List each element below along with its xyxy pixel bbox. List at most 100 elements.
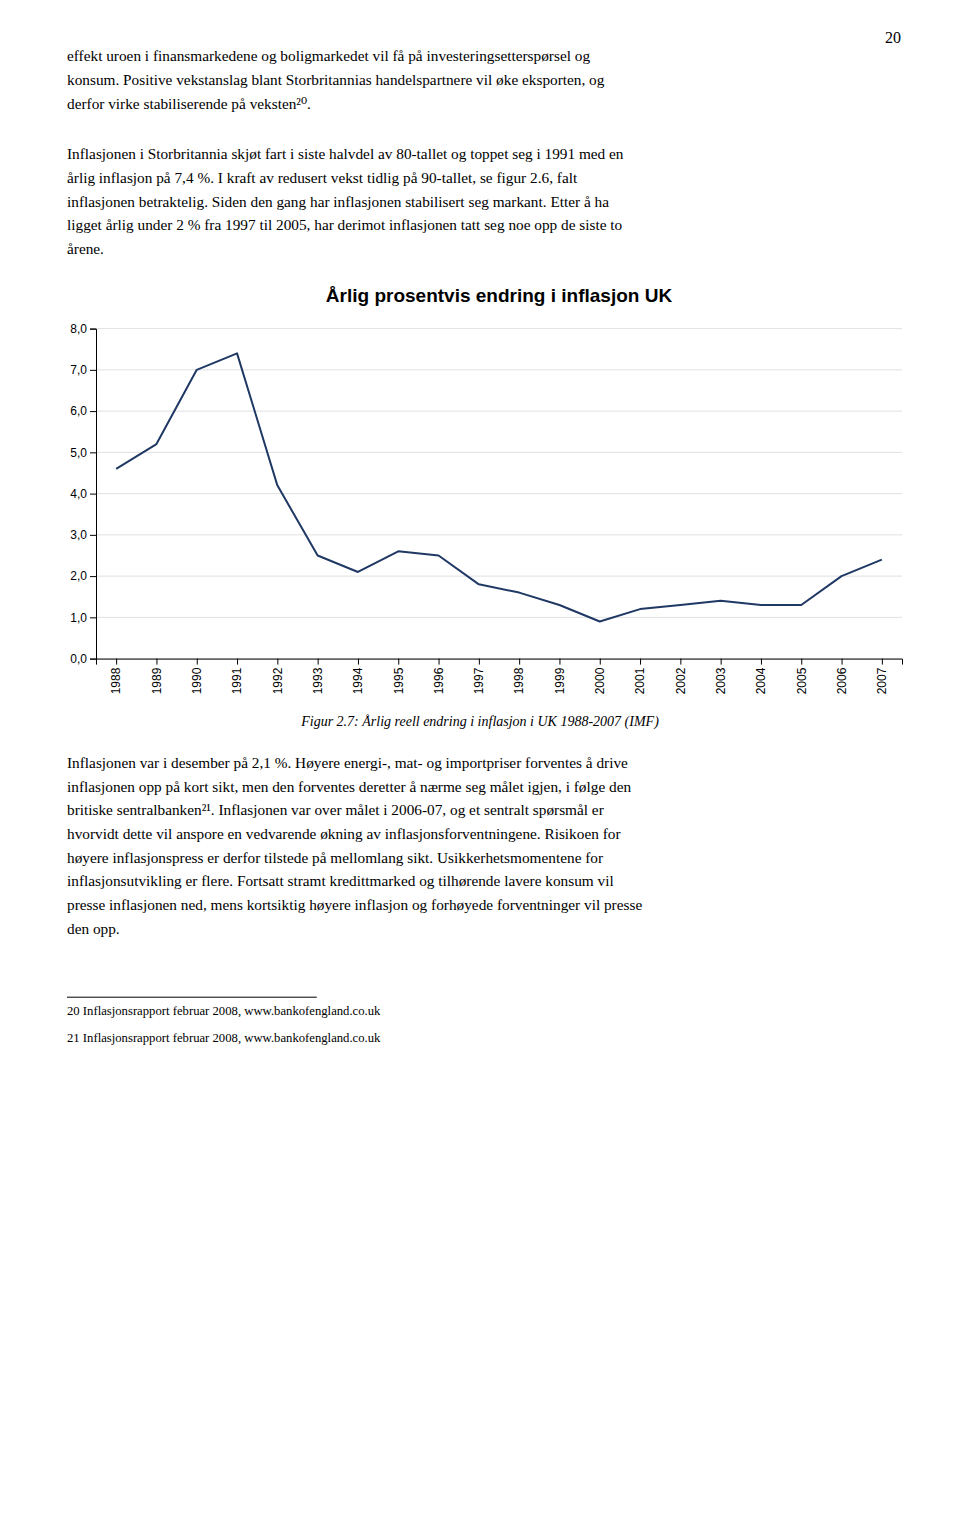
paragraph-line: konsum. Positive vekstanslag blant Storb…: [67, 71, 605, 88]
page: 20 effekt uroen i finansmarkedene og boli…: [0, 0, 960, 1527]
tick-mark: [90, 452, 96, 453]
grid-line: [96, 534, 902, 535]
x-tick: 2003: [714, 659, 728, 695]
paragraph-line: Inflasjonen var i desember på 2,1 %. Høy…: [67, 754, 628, 771]
paragraph-line: årene.: [67, 240, 104, 257]
tick-mark: [90, 370, 96, 371]
tick-label: 0,0: [70, 652, 87, 666]
tick-label: 1991: [230, 667, 244, 694]
grid-line: [96, 493, 902, 494]
x-tick: 1992: [271, 659, 285, 695]
grid-line: [96, 411, 902, 412]
tick-mark: [90, 329, 96, 330]
x-tick: 1995: [392, 659, 406, 695]
x-tick: 2000: [593, 659, 607, 695]
grid: [96, 329, 902, 659]
tick-mark: [156, 659, 157, 665]
tick-mark: [882, 659, 883, 665]
footnote: 20 Inflasjonsrapport februar 2008, www.b…: [67, 1004, 381, 1018]
tick-mark: [116, 659, 117, 665]
y-tick: 1,0: [70, 611, 96, 625]
tick-label: 2000: [593, 667, 607, 694]
tick-mark: [90, 535, 96, 536]
tick-mark: [318, 659, 319, 665]
y-tick: 6,0: [70, 404, 96, 418]
grid-line: [96, 452, 902, 453]
tick-label: 1999: [553, 667, 567, 694]
tick-label: 2006: [835, 667, 849, 694]
tick-mark: [479, 659, 480, 665]
y-tick: 2,0: [70, 569, 96, 583]
paragraph-line: hvorvidt dette vil anspore en vedvarende…: [67, 825, 621, 842]
tick-mark: [842, 659, 843, 665]
tick-mark: [600, 659, 601, 665]
y-axis: 0,0 1,0 2,0 3,0 4,0 5,0 6,0 7,0 8,0: [70, 322, 96, 666]
y-tick: 5,0: [70, 446, 96, 460]
x-tick: 2005: [795, 659, 809, 695]
x-axis: 1988 1989 1990 1991 1992 1993 1994 1995 1996 1997…: [97, 659, 903, 695]
tick-mark: [801, 659, 802, 665]
tick-label: 5,0: [70, 446, 87, 460]
tick-label: 2001: [633, 667, 647, 694]
paragraph-line: inflasjonen betraktelig. Siden den gang …: [67, 193, 609, 210]
paragraph-line: inflasjonsutvikling er flere. Fortsatt s…: [67, 872, 614, 889]
y-tick: 7,0: [70, 363, 96, 377]
x-tick: 1988: [109, 659, 123, 695]
footnote: 21 Inflasjonsrapport februar 2008, www.b…: [67, 1031, 381, 1045]
tick-mark: [90, 576, 96, 577]
tick-label: 1996: [432, 667, 446, 694]
tick-mark: [439, 659, 440, 665]
tick-label: 1995: [392, 667, 406, 694]
tick-label: 1997: [472, 667, 486, 694]
tick-label: 3,0: [70, 528, 87, 542]
tick-label: 1992: [271, 667, 285, 694]
tick-mark: [90, 494, 96, 495]
paragraph-line: presse inflasjonen ned, mens kortsiktig …: [67, 896, 642, 913]
tick-label: 1,0: [70, 611, 87, 625]
page-number: 20: [885, 29, 901, 46]
axis-line: [97, 659, 903, 665]
tick-label: 4,0: [70, 487, 87, 501]
tick-mark: [559, 659, 560, 665]
tick-mark: [237, 659, 238, 665]
tick-label: 2002: [674, 667, 688, 694]
tick-label: 2007: [875, 667, 889, 694]
x-tick: 1991: [230, 659, 244, 695]
tick-mark: [90, 411, 96, 412]
axis-line: [90, 329, 97, 659]
grid-line: [96, 369, 902, 370]
tick-mark: [721, 659, 722, 665]
tick-mark: [680, 659, 681, 665]
tick-label: 2004: [754, 667, 768, 694]
tick-label: 1994: [351, 667, 365, 694]
x-tick: 1994: [351, 659, 365, 695]
x-tick: 1990: [190, 659, 204, 695]
x-tick: 2002: [674, 659, 688, 695]
grid-line: [96, 576, 902, 577]
tick-label: 7,0: [70, 363, 87, 377]
tick-label: 2,0: [70, 569, 87, 583]
x-tick: 1996: [432, 659, 446, 695]
x-tick: 2004: [754, 659, 768, 695]
paragraph-line: inflasjonen opp på kort sikt, men den fo…: [67, 778, 631, 795]
tick-label: 1993: [311, 667, 325, 694]
paragraph-line: britiske sentralbanken²¹. Inflasjonen va…: [67, 801, 604, 818]
tick-label: 1990: [190, 667, 204, 694]
x-tick: 1998: [512, 659, 526, 695]
caption: Figur 2.7: Årlig reell endring i inflasj…: [300, 714, 659, 730]
y-tick: 4,0: [70, 487, 96, 501]
x-tick: 2001: [633, 659, 647, 695]
paragraph-line: høyere inflasjonspress er derfor tilsted…: [67, 849, 603, 866]
x-tick: 1997: [472, 659, 486, 695]
paragraph-line: effekt uroen i finansmarkedene og boligm…: [67, 47, 590, 64]
tick-label: 8,0: [70, 322, 87, 336]
y-tick: 8,0: [70, 322, 96, 336]
grid-line: [96, 617, 902, 618]
tick-label: 1989: [150, 667, 164, 694]
tick-mark: [358, 659, 359, 665]
tick-mark: [90, 659, 96, 660]
chart-title: Årlig prosentvis endring i inflasjon UK: [326, 285, 673, 306]
x-tick: 2007: [875, 659, 889, 695]
tick-label: 2003: [714, 667, 728, 694]
paragraph-line: derfor virke stabiliserende på veksten²⁰…: [67, 95, 311, 112]
